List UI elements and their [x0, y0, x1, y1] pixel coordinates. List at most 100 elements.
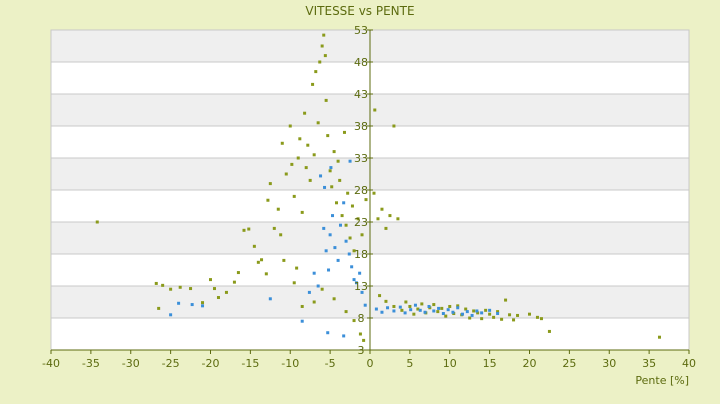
data-point: [488, 308, 492, 312]
data-point: [412, 312, 416, 316]
x-tick-label: 40: [682, 357, 696, 370]
data-point: [276, 207, 280, 211]
data-point: [403, 311, 407, 315]
data-point: [516, 313, 520, 317]
y-tick-label: 18: [354, 248, 368, 261]
x-tick-label: 30: [602, 357, 616, 370]
data-point: [320, 287, 324, 291]
data-point: [352, 278, 356, 282]
y-tick-label: 33: [354, 152, 368, 165]
data-point: [388, 214, 392, 218]
data-point: [392, 309, 396, 313]
data-point: [350, 204, 354, 208]
data-point: [303, 111, 307, 115]
data-point: [336, 258, 340, 262]
data-point: [420, 302, 424, 306]
data-point: [169, 313, 173, 317]
data-point: [475, 309, 479, 313]
data-point: [311, 82, 315, 86]
data-point: [472, 309, 476, 313]
data-point: [216, 296, 220, 300]
data-point: [342, 201, 346, 205]
data-point: [456, 304, 460, 308]
data-point: [358, 271, 362, 275]
data-point: [264, 272, 268, 276]
data-point: [354, 281, 358, 285]
data-point: [404, 300, 408, 304]
data-point: [484, 308, 488, 312]
data-point: [444, 314, 448, 318]
y-tick-label: 38: [354, 120, 368, 133]
data-point: [342, 334, 346, 338]
data-point: [461, 312, 465, 316]
axes: [50, 29, 690, 354]
data-point: [356, 217, 360, 221]
y-tick-label: 48: [354, 56, 368, 69]
data-point: [446, 308, 450, 312]
data-point: [338, 223, 342, 227]
data-point: [362, 338, 366, 342]
data-point: [169, 287, 173, 291]
data-points: [95, 33, 661, 342]
data-point: [480, 311, 484, 315]
data-point: [329, 166, 333, 170]
data-point: [338, 178, 342, 182]
data-point: [95, 220, 99, 224]
data-point: [344, 223, 348, 227]
data-point: [374, 307, 378, 311]
data-point: [333, 246, 337, 250]
data-point: [324, 249, 328, 253]
data-point: [348, 236, 352, 240]
x-tick-label: -5: [325, 357, 336, 370]
data-point: [320, 44, 324, 48]
data-point: [470, 313, 474, 317]
data-point: [252, 244, 256, 248]
x-tick-label: 0: [367, 357, 374, 370]
data-point: [298, 137, 302, 141]
data-point: [476, 311, 480, 315]
data-point: [392, 304, 396, 308]
data-point: [272, 226, 276, 230]
data-point: [280, 141, 284, 145]
data-point: [328, 233, 332, 237]
data-point: [344, 310, 348, 314]
data-point: [500, 317, 504, 321]
data-point: [242, 228, 246, 232]
data-point: [323, 54, 327, 58]
data-point: [492, 315, 496, 319]
x-tick-label: -10: [281, 357, 299, 370]
x-tick-label: 35: [642, 357, 656, 370]
data-point: [423, 310, 427, 314]
data-point: [468, 316, 472, 320]
data-point: [364, 198, 368, 202]
data-point: [416, 307, 420, 311]
data-point: [308, 178, 312, 182]
data-point: [178, 285, 182, 289]
data-point: [268, 182, 272, 186]
y-tick-label: 3: [358, 344, 365, 357]
data-point: [279, 233, 283, 237]
data-point: [328, 169, 332, 173]
data-point: [427, 304, 431, 308]
data-point: [157, 306, 161, 310]
data-point: [318, 60, 322, 64]
data-point: [512, 318, 516, 322]
data-point: [312, 300, 316, 304]
data-point: [456, 306, 460, 310]
data-point: [441, 312, 445, 316]
data-point: [212, 287, 216, 291]
y-tick-label: 13: [354, 280, 368, 293]
data-point: [358, 332, 362, 336]
data-point: [346, 191, 350, 195]
data-point: [266, 198, 270, 202]
data-point: [539, 317, 543, 321]
data-point: [296, 156, 300, 160]
data-point: [161, 283, 165, 287]
data-point: [312, 153, 316, 157]
data-point: [306, 143, 310, 147]
data-point: [372, 191, 376, 195]
data-point: [332, 150, 336, 154]
data-point: [314, 70, 318, 74]
